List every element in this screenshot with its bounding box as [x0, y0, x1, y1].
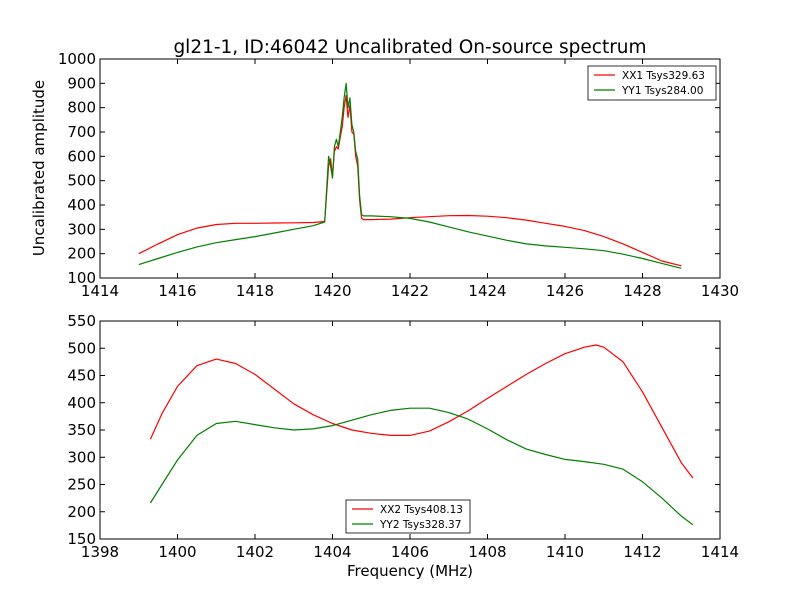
x-tick-label: 1412 [623, 543, 661, 561]
x-tick-label: 1400 [158, 543, 196, 561]
y-tick-label: 300 [67, 448, 96, 466]
y-tick-label: 100 [67, 269, 96, 287]
x-tick-label: 1410 [546, 543, 584, 561]
y-tick-label: 500 [67, 339, 96, 357]
legend-label: XX2 Tsys408.13 [380, 504, 463, 516]
x-tick-label: 1404 [313, 543, 351, 561]
y-tick-label: 400 [67, 196, 96, 214]
legend-box [587, 65, 717, 101]
y-tick-label: 700 [67, 123, 96, 141]
x-tick-label: 1414 [701, 543, 739, 561]
y-tick-label: 250 [67, 476, 96, 494]
x-tick-label: 1430 [701, 282, 739, 300]
x-tick-label: 1406 [391, 543, 429, 561]
top-panel: 1414 1416 1418 1420 1422 1424 1426 1428 1430 100 2… [58, 50, 739, 300]
x-axis-label: Frequency (MHz) [347, 562, 473, 580]
x-tick-label: 1408 [468, 543, 506, 561]
x-tick-label: 1420 [313, 282, 351, 300]
y-axis-label: Uncalibrated amplitude [30, 80, 48, 256]
x-tick-label: 1416 [158, 282, 196, 300]
y-tick-label: 200 [67, 245, 96, 263]
x-tick-label: 1422 [391, 282, 429, 300]
legend-label: YY2 Tsys328.37 [379, 519, 461, 531]
y-tick-label: 600 [67, 147, 96, 165]
y-tick-label: 900 [67, 74, 96, 92]
series-line-yy1 [138, 82, 682, 269]
y-tick-label: 300 [67, 220, 96, 238]
y-tick-label: 800 [67, 99, 96, 117]
y-tick-label: 1000 [58, 50, 96, 68]
series-line-yy2 [149, 407, 694, 526]
y-tick-label: 500 [67, 172, 96, 190]
figure-title: gl21-1, ID:46042 Uncalibrated On-source … [173, 37, 646, 58]
x-tick-label: 1426 [546, 282, 584, 300]
x-tick-label: 1414 [81, 282, 119, 300]
series-line-xx2 [149, 344, 694, 479]
series-line-xx1 [138, 94, 682, 267]
legend-box [345, 499, 471, 534]
bottom-panel: 1398 1400 1402 1404 1406 1408 1410 1412 1414 150 2… [67, 312, 739, 561]
y-tick-label: 150 [67, 530, 96, 548]
legend-label: YY1 Tsys284.00 [621, 85, 703, 97]
y-tick-label: 400 [67, 394, 96, 412]
y-tick-label: 550 [67, 312, 96, 330]
y-tick-label: 450 [67, 367, 96, 385]
y-tick-label: 350 [67, 421, 96, 439]
x-tick-label: 1428 [623, 282, 661, 300]
x-tick-label: 1402 [236, 543, 274, 561]
legend-label: XX1 Tsys329.63 [622, 70, 705, 82]
y-tick-label: 200 [67, 503, 96, 521]
x-tick-label: 1398 [81, 543, 119, 561]
x-tick-label: 1424 [468, 282, 506, 300]
x-tick-label: 1418 [236, 282, 274, 300]
